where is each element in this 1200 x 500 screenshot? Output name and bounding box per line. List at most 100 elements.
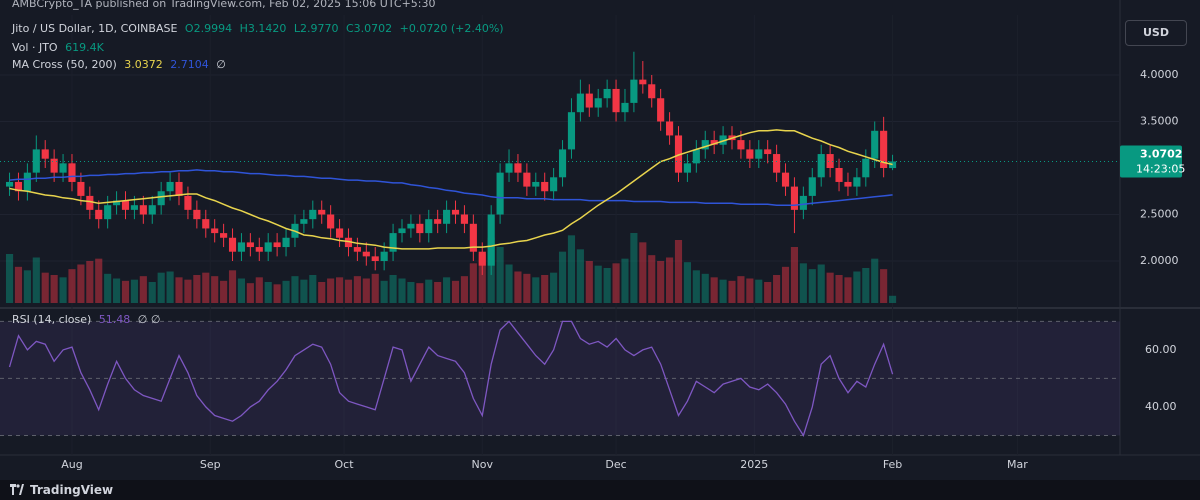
candle-body [710,140,718,145]
candle-body [621,102,629,113]
candle-body [184,195,192,210]
volume-bar [781,266,790,303]
candle-body [862,158,870,178]
candle-body [532,181,540,187]
candle-body [434,219,442,224]
candle-body [773,154,781,173]
candle-body [86,195,94,210]
candle-body [300,219,308,224]
volume-bar [808,269,816,303]
candle-body [612,88,620,113]
volume-bar [558,251,567,303]
candle-body [237,242,246,252]
x-tick-label: 2025 [740,458,768,471]
volume-bar [746,278,754,303]
candle-body [425,219,433,234]
volume-bar [5,254,14,303]
candle-body [104,205,112,220]
volume-bar [211,276,219,303]
candle-body [193,209,201,220]
rsi-tick-label: 60.00 [1145,343,1177,356]
volume-bar [505,264,513,303]
candle-body [451,209,460,215]
volume-bar [773,275,781,303]
volume-bar [362,278,370,303]
volume-bar [541,275,549,303]
y-tick-label: 2.0000 [1140,254,1179,267]
candle-body [318,209,326,215]
candle-body [835,167,843,182]
y-tick-label: 2.5000 [1140,208,1179,221]
volume-bar [264,282,272,303]
candle-body [407,223,415,229]
candle-body [567,112,576,150]
volume-bar [692,270,700,303]
volume-bar [255,277,263,303]
currency-button[interactable]: USD [1125,20,1187,46]
volume-bar [246,283,254,303]
volume-bar [68,269,76,303]
candle-body [514,163,522,173]
candle-body [648,84,656,99]
candle-body [469,223,477,252]
volume-bar [657,261,665,303]
candle-body [246,242,254,248]
volume-bar [407,282,415,303]
candle-body [344,237,353,248]
volume-bar [755,279,763,303]
y-tick-label: 3.5000 [1140,114,1179,127]
price-tag [1120,145,1182,178]
volume-bar [710,277,718,303]
candle-body [139,205,147,215]
candle-body [398,228,406,234]
candle-body [211,228,219,234]
volume-bar [148,282,156,303]
volume-bar [888,295,897,303]
candle-body [603,88,611,99]
candle-body [389,233,397,252]
candle-body [790,186,799,210]
high-label: H3.1420 [239,22,287,35]
candle-body [95,209,103,220]
candle-body [282,237,290,248]
volume-bar [451,280,460,303]
ma-name: MA Cross (50, 200) [12,58,117,71]
volume-bar [77,264,85,303]
volume-bar [567,235,576,303]
candle-body [50,158,58,173]
chart: 2.0000 2.5000 3.5000 4.0000 Aug Sep Oct Nov Dec 2… [0,0,1200,471]
volume-bar [353,276,361,303]
volume-bar [380,280,388,303]
candle-body [59,163,67,173]
candle-body [23,172,31,192]
volume-bar [416,283,424,303]
candle-body [121,200,130,210]
x-tick-label: Sep [200,458,221,471]
candle-body [888,161,897,169]
candle-body [639,79,647,85]
candle-body [148,205,156,215]
volume-bar [496,247,504,303]
volume-bar [621,258,629,303]
y-tick-label: 4.0000 [1140,68,1179,81]
candle-body [68,163,76,182]
candle-body [871,130,879,159]
candle-body [719,135,727,145]
candle-body [576,93,584,113]
volume-bar [764,282,772,303]
candle-body [443,209,451,224]
ma-fast-line [9,129,893,250]
rsi-tick-label: 40.00 [1145,400,1177,413]
change-label: +0.0720 (+2.40%) [399,22,504,35]
volume-bar [719,279,727,303]
candle-body [558,149,567,178]
candle-body [764,149,772,155]
candle-body [523,172,531,187]
candle-body [594,98,602,108]
volume-name: Vol · JTO [12,41,58,54]
candle-body [220,233,228,238]
volume-bar [95,258,103,303]
logo [10,484,24,495]
volume-bar [32,257,40,303]
volume-bar [594,265,602,303]
